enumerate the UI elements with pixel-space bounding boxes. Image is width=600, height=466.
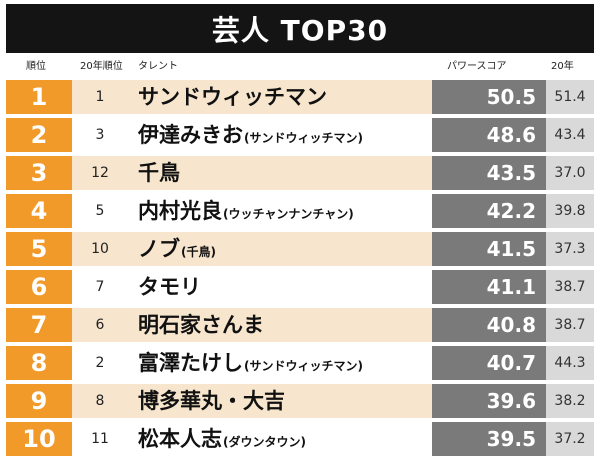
prev-rank-cell: 3 — [95, 127, 105, 143]
rank-cell: 6 — [6, 270, 72, 304]
talent-cell: 千鳥 — [138, 156, 430, 190]
score-cell: 42.2 — [432, 194, 546, 228]
table-row: 6 7 タモリ 41.1 38.7 — [6, 270, 594, 304]
header-prev-rank: 20年順位 — [80, 61, 123, 72]
prev-rank-cell: 10 — [91, 241, 109, 257]
prev-rank-cell: 6 — [95, 317, 105, 333]
prev-score-cell: 43.4 — [546, 118, 594, 152]
talent-group: (ウッチャンナンチャン) — [223, 207, 354, 221]
talent-group: (サンドウィッチマン) — [244, 359, 363, 373]
talent-cell: サンドウィッチマン — [138, 80, 430, 114]
talent-cell: 伊達みきお (サンドウィッチマン) — [138, 118, 430, 152]
talent-cell: 松本人志 (ダウンタウン) — [138, 422, 430, 456]
score-cell: 39.6 — [432, 384, 546, 418]
talent-name: 富澤たけし — [138, 351, 243, 375]
prev-score-cell: 51.4 — [546, 80, 594, 114]
table-row: 9 8 博多華丸・大吉 39.6 38.2 — [6, 384, 594, 418]
table-row: 8 2 富澤たけし (サンドウィッチマン) 40.7 44.3 — [6, 346, 594, 380]
prev-score-cell: 44.3 — [546, 346, 594, 380]
score-cell: 39.5 — [432, 422, 546, 456]
rank-cell: 9 — [6, 384, 72, 418]
prev-score-cell: 38.7 — [546, 270, 594, 304]
talent-cell: 明石家さんま — [138, 308, 430, 342]
prev-score-cell: 37.0 — [546, 156, 594, 190]
score-cell: 41.5 — [432, 232, 546, 266]
prev-rank-cell: 5 — [95, 203, 105, 219]
talent-name: 博多華丸・大吉 — [138, 389, 285, 413]
talent-name: ノブ — [138, 237, 180, 261]
prev-rank-cell: 7 — [95, 279, 105, 295]
table-row: 10 11 松本人志 (ダウンタウン) 39.5 37.2 — [6, 422, 594, 456]
table-row: 2 3 伊達みきお (サンドウィッチマン) 48.6 43.4 — [6, 118, 594, 152]
talent-group: (サンドウィッチマン) — [244, 131, 363, 145]
rank-cell: 8 — [6, 346, 72, 380]
table-row: 4 5 内村光良 (ウッチャンナンチャン) 42.2 39.8 — [6, 194, 594, 228]
rank-cell: 2 — [6, 118, 72, 152]
score-cell: 50.5 — [432, 80, 546, 114]
rank-cell: 10 — [6, 422, 72, 456]
rank-cell: 3 — [6, 156, 72, 190]
prev-score-cell: 38.7 — [546, 308, 594, 342]
talent-cell: 内村光良 (ウッチャンナンチャン) — [138, 194, 430, 228]
score-cell: 43.5 — [432, 156, 546, 190]
rank-cell: 5 — [6, 232, 72, 266]
score-cell: 41.1 — [432, 270, 546, 304]
prev-score-cell: 39.8 — [546, 194, 594, 228]
talent-name: 内村光良 — [138, 199, 222, 223]
prev-rank-cell: 11 — [91, 431, 109, 447]
rank-cell: 4 — [6, 194, 72, 228]
table-row: 5 10 ノブ (千鳥) 41.5 37.3 — [6, 232, 594, 266]
score-cell: 48.6 — [432, 118, 546, 152]
talent-name: 伊達みきお — [138, 123, 243, 147]
header-score: パワースコア — [447, 61, 507, 72]
talent-cell: 富澤たけし (サンドウィッチマン) — [138, 346, 430, 380]
score-cell: 40.7 — [432, 346, 546, 380]
talent-cell: タモリ — [138, 270, 430, 304]
table-row: 1 1 サンドウィッチマン 50.5 51.4 — [6, 80, 594, 114]
talent-cell: 博多華丸・大吉 — [138, 384, 430, 418]
score-cell: 40.8 — [432, 308, 546, 342]
table-title: 芸人 TOP30 — [6, 4, 594, 53]
prev-score-cell: 37.3 — [546, 232, 594, 266]
prev-rank-cell: 2 — [95, 355, 105, 371]
header-talent: タレント — [138, 61, 178, 72]
talent-name: タモリ — [138, 275, 201, 299]
talent-cell: ノブ (千鳥) — [138, 232, 430, 266]
table-row: 7 6 明石家さんま 40.8 38.7 — [6, 308, 594, 342]
prev-rank-cell: 8 — [95, 393, 105, 409]
table-row: 3 12 千鳥 43.5 37.0 — [6, 156, 594, 190]
talent-name: 明石家さんま — [138, 313, 264, 337]
prev-score-cell: 37.2 — [546, 422, 594, 456]
header-prev-score: 20年 — [551, 61, 574, 72]
prev-rank-cell: 12 — [91, 165, 109, 181]
talent-group: (ダウンタウン) — [223, 435, 306, 449]
talent-group: (千鳥) — [181, 245, 216, 259]
talent-name: 松本人志 — [138, 427, 222, 451]
rank-cell: 1 — [6, 80, 72, 114]
prev-rank-cell: 1 — [95, 89, 105, 105]
talent-name: サンドウィッチマン — [138, 85, 327, 109]
prev-score-cell: 38.2 — [546, 384, 594, 418]
header-rank: 順位 — [26, 61, 46, 72]
rank-cell: 7 — [6, 308, 72, 342]
talent-name: 千鳥 — [138, 161, 180, 185]
